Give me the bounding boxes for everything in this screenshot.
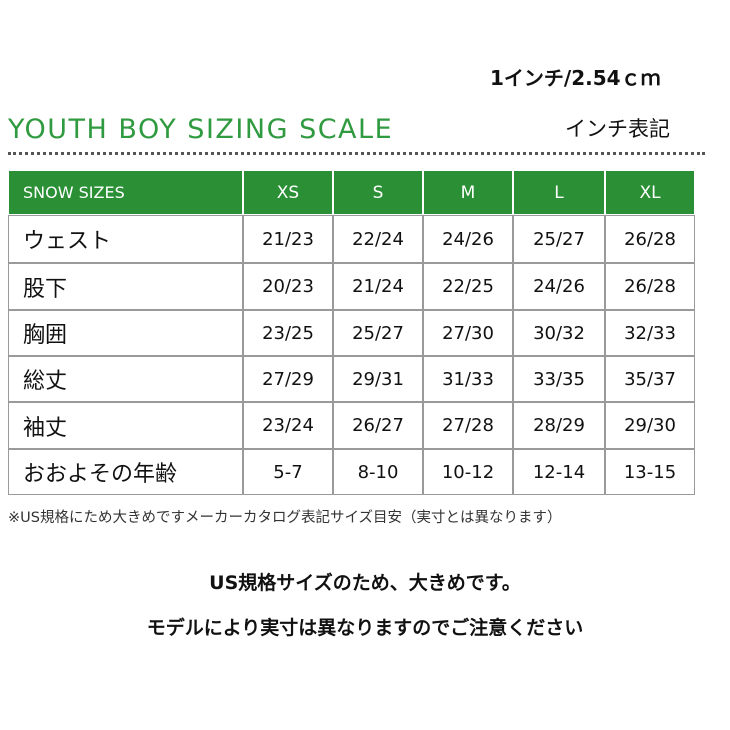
row-label: 袖丈: [8, 402, 243, 449]
table-cell: 35/37: [605, 356, 695, 402]
table-cell: 27/30: [423, 310, 513, 356]
table-cell: 12-14: [513, 449, 605, 495]
column-header: XS: [243, 170, 333, 215]
table-cell: 23/25: [243, 310, 333, 356]
row-label: 股下: [8, 263, 243, 310]
table-cell: 27/29: [243, 356, 333, 402]
table-cell: 8-10: [333, 449, 423, 495]
note: US規格サイズのため、大きめです。: [209, 572, 521, 594]
table-cell: 28/29: [513, 402, 605, 449]
footnote: ※US規格にため大きめですメーカーカタログ表記サイズ目安（実寸とは異なります）: [8, 510, 562, 526]
table-cell: 30/32: [513, 310, 605, 356]
dotted-divider: [8, 152, 705, 155]
row-label: 胸囲: [8, 310, 243, 356]
table-cell: 27/28: [423, 402, 513, 449]
table-cell: 24/26: [423, 215, 513, 263]
table-cell: 13-15: [605, 449, 695, 495]
title: YOUTH BOY SIZING SCALE: [8, 114, 394, 145]
table-cell: 20/23: [243, 263, 333, 310]
row-label: ウェスト: [8, 215, 243, 263]
table-cell: 32/33: [605, 310, 695, 356]
note: モデルにより実寸は異なりますのでご注意ください: [146, 617, 584, 639]
table-cell: 25/27: [513, 215, 605, 263]
column-header: M: [423, 170, 513, 215]
table-cell: 26/27: [333, 402, 423, 449]
row-label: おおよその年齢: [8, 449, 243, 495]
table-cell: 26/28: [605, 215, 695, 263]
column-header: SNOW SIZES: [8, 170, 243, 215]
table-cell: 23/24: [243, 402, 333, 449]
table-cell: 29/30: [605, 402, 695, 449]
table-cell: 29/31: [333, 356, 423, 402]
table-cell: 5-7: [243, 449, 333, 495]
row-label: 総丈: [8, 356, 243, 402]
table-cell: 21/24: [333, 263, 423, 310]
column-header: S: [333, 170, 423, 215]
column-header: XL: [605, 170, 695, 215]
column-header: L: [513, 170, 605, 215]
table-cell: 22/25: [423, 263, 513, 310]
table-cell: 26/28: [605, 263, 695, 310]
size-table: SNOW SIZES XS S M L XL ウェスト 21/23 22/24 24/26 25/2…: [8, 170, 695, 495]
table-cell: 31/33: [423, 356, 513, 402]
table-cell: 10-12: [423, 449, 513, 495]
unit-note: 1インチ/2.54ｃｍ: [490, 66, 661, 90]
table-cell: 22/24: [333, 215, 423, 263]
table-cell: 33/35: [513, 356, 605, 402]
table-cell: 21/23: [243, 215, 333, 263]
unit-label: インチ表記: [565, 117, 670, 141]
table-cell: 24/26: [513, 263, 605, 310]
table-cell: 25/27: [333, 310, 423, 356]
